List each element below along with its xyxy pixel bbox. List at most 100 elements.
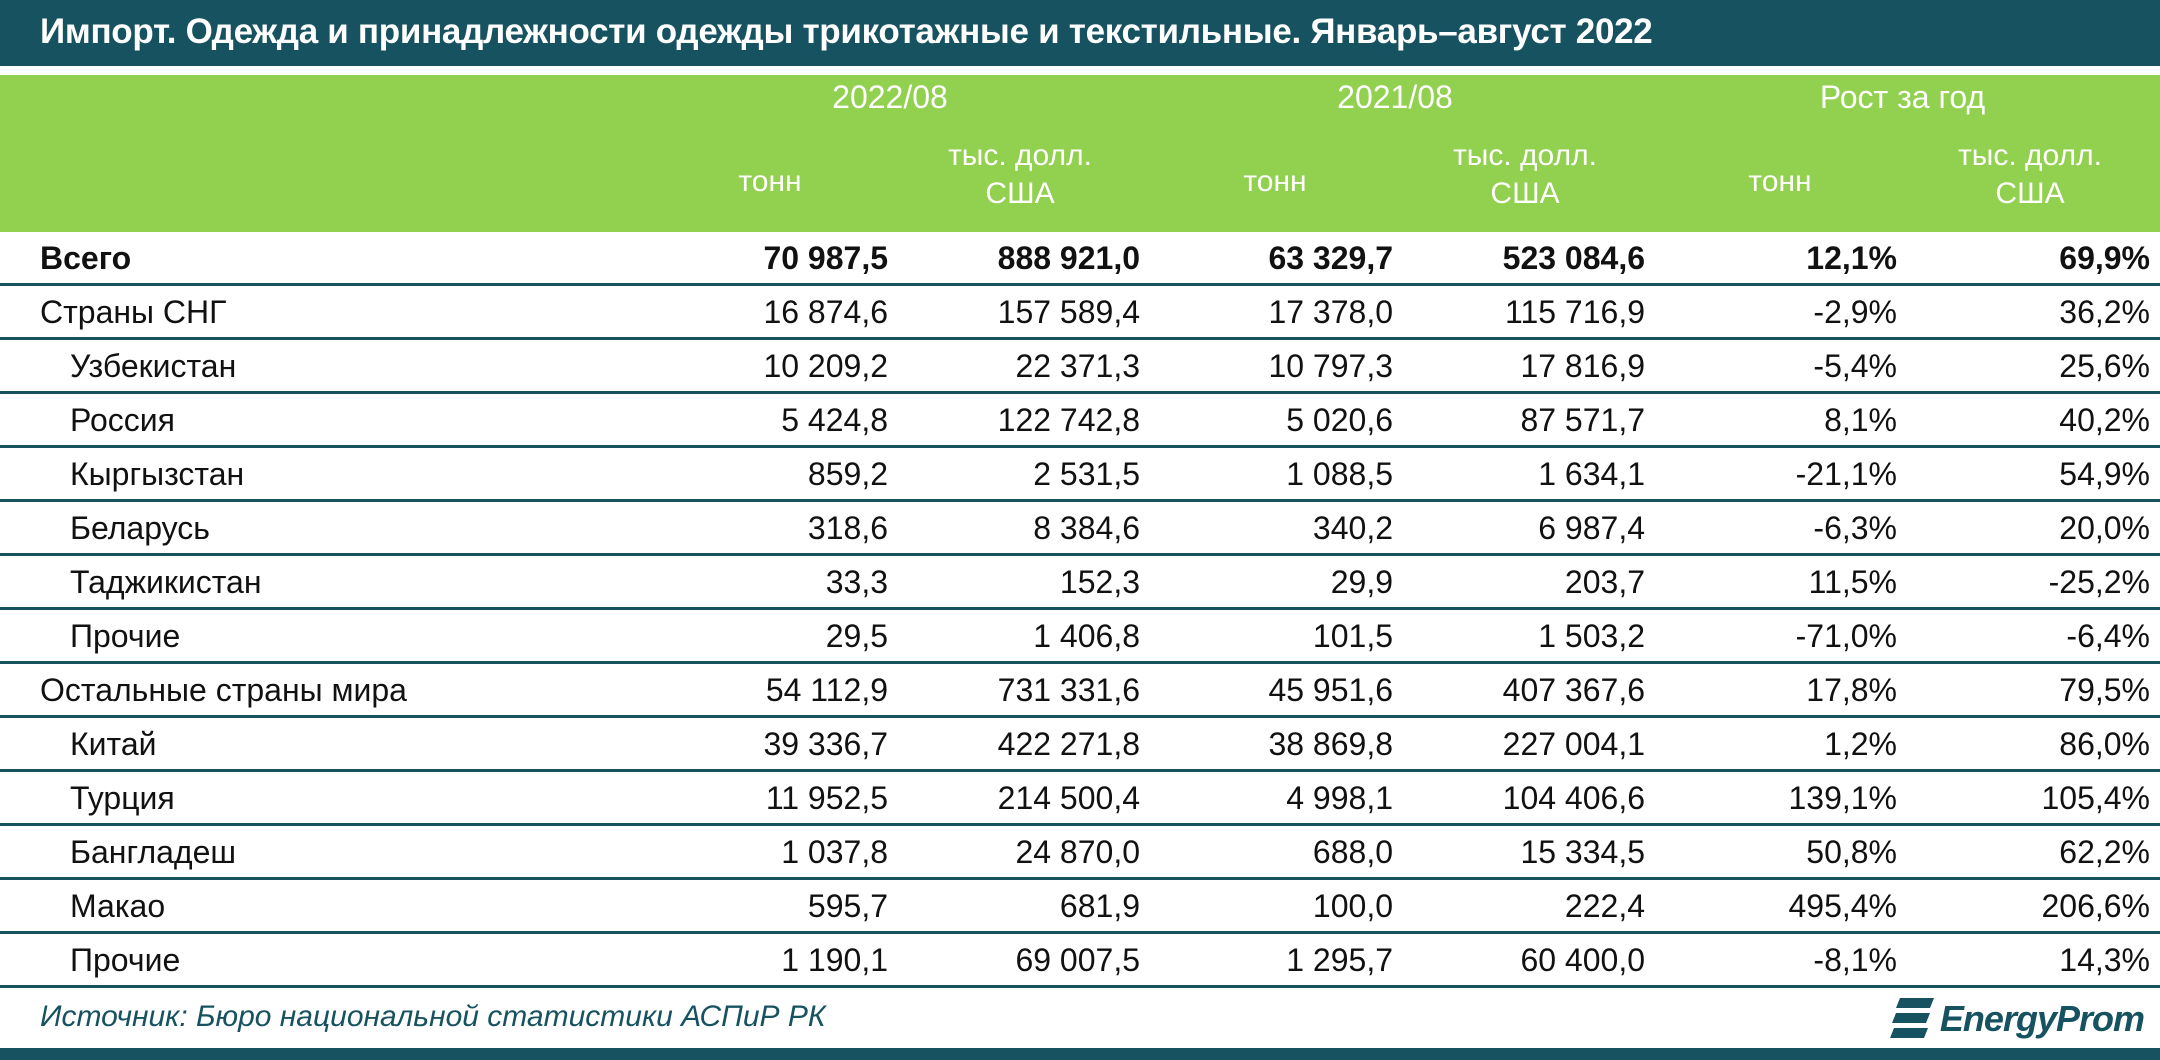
cell-growth-usd: 36,2%	[2059, 294, 2150, 330]
table-row: Прочие 1 190,1 69 007,5 1 295,7 60 400,0 -8,1…	[0, 934, 2160, 988]
cell-usd-2022: 152,3	[1059, 564, 1140, 600]
group-header-2021: 2021/08	[1337, 79, 1453, 115]
cell-usd-2022: 122 742,8	[997, 402, 1140, 438]
cell-usd-2021: 6 987,4	[1538, 510, 1645, 546]
table-row: Узбекистан 10 209,2 22 371,3 10 797,3 17 816…	[0, 340, 2160, 394]
cell-growth-tonnes: -71,0%	[1795, 618, 1897, 654]
row-label: Прочие	[70, 618, 181, 654]
cell-tonnes-2022: 10 209,2	[763, 348, 888, 384]
cell-usd-2022: 69 007,5	[1015, 942, 1140, 978]
row-label: Бангладеш	[70, 834, 237, 870]
cell-tonnes-2022: 29,5	[825, 618, 888, 654]
row-label: Китай	[70, 726, 157, 762]
cell-usd-2022: 681,9	[1059, 888, 1140, 924]
cell-usd-2021: 15 334,5	[1520, 834, 1645, 870]
row-label: Макао	[70, 888, 166, 924]
cell-growth-tonnes: 50,8%	[1806, 834, 1897, 870]
cell-growth-usd: 54,9%	[2059, 456, 2150, 492]
table-body: Всего 70 987,5 888 921,0 63 329,7 523 084,6 1…	[0, 232, 2160, 988]
row-label: Турция	[70, 780, 175, 816]
row-label: Россия	[70, 402, 175, 438]
title-bar: Импорт. Одежда и принадлежности одежды т…	[0, 0, 2160, 66]
row-label: Всего	[40, 240, 132, 276]
cell-tonnes-2022: 1 190,1	[781, 942, 888, 978]
cell-tonnes-2022: 595,7	[807, 888, 888, 924]
col-header-usd-2022: тыс. долл. США	[900, 137, 1140, 213]
cell-usd-2022: 422 271,8	[997, 726, 1140, 762]
cell-tonnes-2022: 318,6	[807, 510, 888, 546]
cell-tonnes-2021: 4 998,1	[1286, 780, 1393, 816]
cell-growth-tonnes: 17,8%	[1806, 672, 1897, 708]
cell-growth-usd: 25,6%	[2059, 348, 2150, 384]
cell-growth-usd: 86,0%	[2059, 726, 2150, 762]
col-header-tonnes-2022: тонн	[738, 165, 802, 198]
cell-tonnes-2021: 1 088,5	[1286, 456, 1393, 492]
cell-usd-2022: 888 921,0	[997, 240, 1140, 276]
cell-tonnes-2021: 5 020,6	[1286, 402, 1393, 438]
cell-growth-usd: 20,0%	[2059, 510, 2150, 546]
cell-usd-2021: 203,7	[1564, 564, 1645, 600]
table-row: Макао 595,7 681,9 100,0 222,4 495,4% 206,6%	[0, 880, 2160, 934]
table-header: 2022/08 2021/08 Рост за год тонн тыс. до…	[0, 75, 2160, 232]
cell-tonnes-2022: 859,2	[807, 456, 888, 492]
cell-growth-usd: 62,2%	[2059, 834, 2150, 870]
cell-usd-2022: 731 331,6	[997, 672, 1140, 708]
table-row: Прочие 29,5 1 406,8 101,5 1 503,2 -71,0% -6,4%	[0, 610, 2160, 664]
cell-usd-2022: 157 589,4	[997, 294, 1140, 330]
bottom-bar	[0, 1048, 2160, 1060]
row-label: Страны СНГ	[40, 294, 227, 330]
cell-tonnes-2021: 1 295,7	[1286, 942, 1393, 978]
logo-text: EnergyProm	[1939, 998, 2145, 1039]
cell-tonnes-2022: 1 037,8	[781, 834, 888, 870]
usd-line1: тыс. долл.	[948, 139, 1092, 172]
cell-growth-usd: 14,3%	[2059, 942, 2150, 978]
cell-growth-tonnes: 8,1%	[1824, 402, 1897, 438]
cell-growth-usd: 79,5%	[2059, 672, 2150, 708]
cell-growth-usd: -25,2%	[2048, 564, 2150, 600]
cell-tonnes-2022: 5 424,8	[781, 402, 888, 438]
cell-usd-2021: 1 503,2	[1538, 618, 1645, 654]
cell-usd-2021: 104 406,6	[1502, 780, 1645, 816]
usd-line2: США	[1995, 177, 2065, 210]
col-header-tonnes-2021: тонн	[1243, 165, 1307, 198]
table-row: Китай 39 336,7 422 271,8 38 869,8 227 004,1 1…	[0, 718, 2160, 772]
row-label: Узбекистан	[70, 348, 237, 384]
cell-growth-usd: 105,4%	[2041, 780, 2150, 816]
cell-tonnes-2022: 16 874,6	[763, 294, 888, 330]
cell-tonnes-2021: 38 869,8	[1268, 726, 1393, 762]
cell-usd-2021: 1 634,1	[1538, 456, 1645, 492]
col-header-tonnes-growth: тонн	[1748, 165, 1812, 198]
cell-growth-tonnes: -6,3%	[1813, 510, 1897, 546]
cell-usd-2022: 1 406,8	[1033, 618, 1140, 654]
cell-usd-2022: 22 371,3	[1015, 348, 1140, 384]
cell-tonnes-2022: 70 987,5	[763, 240, 888, 276]
table-title: Импорт. Одежда и принадлежности одежды т…	[40, 12, 1653, 51]
col-header-usd-growth: тыс. долл. США	[1910, 137, 2150, 213]
row-label: Кыргызстан	[70, 456, 245, 492]
cell-growth-tonnes: -2,9%	[1813, 294, 1897, 330]
cell-usd-2021: 17 816,9	[1520, 348, 1645, 384]
col-header-usd-2021: тыс. долл. США	[1405, 137, 1645, 213]
table-row: Остальные страны мира 54 112,9 731 331,6 45…	[0, 664, 2160, 718]
table-row: Россия 5 424,8 122 742,8 5 020,6 87 571,7 8,1…	[0, 394, 2160, 448]
cell-tonnes-2022: 11 952,5	[765, 780, 888, 816]
cell-growth-usd: 40,2%	[2059, 402, 2150, 438]
usd-line1: тыс. долл.	[1453, 139, 1597, 172]
table-row: Всего 70 987,5 888 921,0 63 329,7 523 084,6 1…	[0, 232, 2160, 286]
table-row: Таджикистан 33,3 152,3 29,9 203,7 11,5% -25,2%	[0, 556, 2160, 610]
cell-tonnes-2021: 17 378,0	[1268, 294, 1393, 330]
cell-usd-2021: 227 004,1	[1502, 726, 1645, 762]
cell-growth-tonnes: 12,1%	[1806, 240, 1897, 276]
cell-growth-tonnes: -21,1%	[1795, 456, 1897, 492]
cell-tonnes-2021: 45 951,6	[1268, 672, 1393, 708]
group-header-2022: 2022/08	[832, 79, 948, 115]
energyprom-stripes-icon	[1889, 998, 1934, 1038]
group-header-growth: Рост за год	[1819, 79, 1986, 115]
cell-tonnes-2022: 33,3	[825, 564, 888, 600]
row-label: Остальные страны мира	[40, 672, 407, 708]
cell-tonnes-2021: 101,5	[1312, 618, 1393, 654]
footer: Источник: Бюро национальной статистики А…	[0, 988, 2160, 1048]
cell-growth-tonnes: -5,4%	[1813, 348, 1897, 384]
cell-usd-2021: 115 716,9	[1505, 294, 1645, 330]
cell-growth-tonnes: 1,2%	[1824, 726, 1897, 762]
